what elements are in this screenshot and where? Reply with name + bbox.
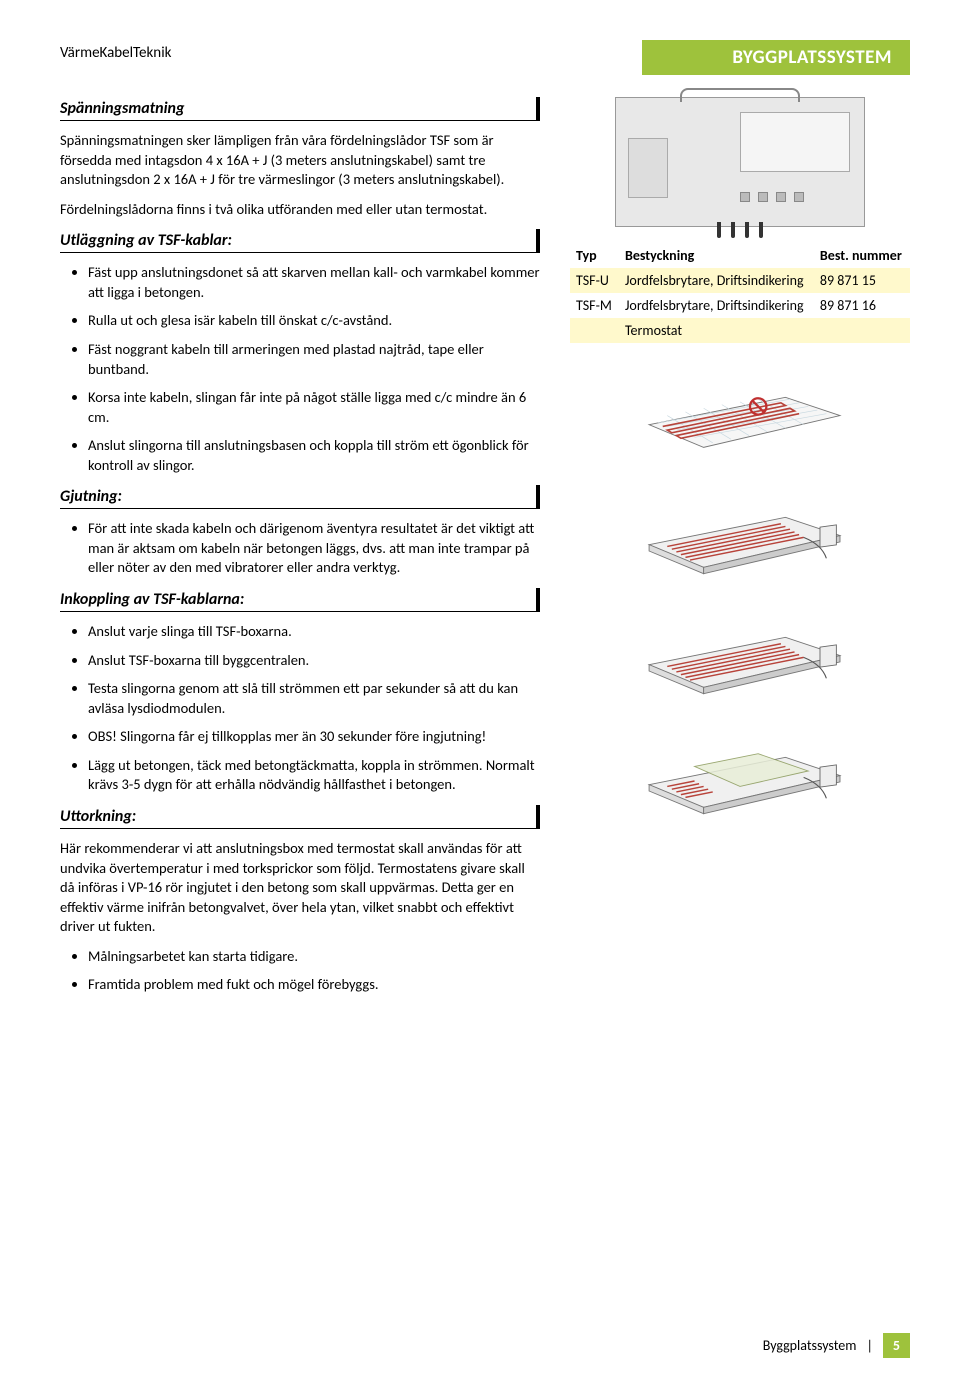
list-item: Fäst upp anslutningsdonet så att skarven… [88, 263, 540, 302]
list-item: Korsa inte kabeln, slingan får inte på n… [88, 388, 540, 427]
list-item: Framtida problem med fukt och mögel före… [88, 975, 540, 995]
front-panel-icon [740, 112, 850, 172]
laying-list: Fäst upp anslutningsdonet så att skarven… [60, 263, 540, 475]
cables-icon [717, 222, 763, 238]
side-panel-icon [628, 138, 668, 198]
power-para-2: Fördelningslådorna finns i två olika utf… [60, 200, 540, 220]
handle-icon [680, 88, 800, 102]
slab-illustration-4 [620, 721, 860, 821]
section-casting-title: Gjutning: [60, 485, 540, 509]
footer-label: Byggplatssystem [763, 1337, 857, 1354]
cell-num [814, 318, 910, 343]
cell-typ: TSF-M [570, 293, 619, 318]
cell-typ [570, 318, 619, 343]
list-item: Rulla ut och glesa isär kabeln till önsk… [88, 311, 540, 331]
table-row: Termostat [570, 318, 910, 343]
cable-icon [745, 222, 749, 238]
cell-typ: TSF-U [570, 268, 619, 293]
table-header-row: Typ Bestyckning Best. nummer [570, 243, 910, 268]
table-row: TSF-M Jordfelsbrytare, Driftsindikering … [570, 293, 910, 318]
product-table: Typ Bestyckning Best. nummer TSF-U Jordf… [570, 243, 910, 343]
table-row: TSF-U Jordfelsbrytare, Driftsindikering … [570, 268, 910, 293]
th-num: Best. nummer [814, 243, 910, 268]
section-drying-title: Uttorkning: [60, 805, 540, 829]
distribution-box-illustration [615, 97, 865, 227]
list-item: OBS! Slingorna får ej tillkopplas mer än… [88, 727, 540, 747]
list-item: Anslut TSF-boxarna till byggcentralen. [88, 651, 540, 671]
footer-divider: | [866, 1337, 872, 1354]
cable-icon [731, 222, 735, 238]
socket-icon [776, 192, 786, 202]
th-besk: Bestyckning [619, 243, 814, 268]
page-number: 5 [883, 1333, 910, 1358]
list-item: Lägg ut betongen, täck med betongtäckmat… [88, 756, 540, 795]
socket-icon [794, 192, 804, 202]
section-connection-title: Inkoppling av TSF-kablarna: [60, 588, 540, 612]
cell-besk: Jordfelsbrytare, Driftsindikering [619, 268, 814, 293]
casting-list: För att inte skada kabeln och därigenom … [60, 519, 540, 578]
section-power-title: Spänningsmatning [60, 97, 540, 121]
brand-text: VärmeKabelTeknik [60, 40, 642, 62]
sockets-row [740, 186, 850, 208]
cell-num: 89 871 16 [814, 293, 910, 318]
right-column: Typ Bestyckning Best. nummer TSF-U Jordf… [570, 97, 910, 1005]
list-item: Testa slingorna genom att slå till ström… [88, 679, 540, 718]
slab-illustration-3 [620, 601, 860, 701]
list-item: Fäst noggrant kabeln till armeringen med… [88, 340, 540, 379]
list-item: För att inte skada kabeln och därigenom … [88, 519, 540, 578]
slab-illustration-grid [620, 361, 860, 461]
section-badge: BYGGPLATSSYSTEM [642, 40, 910, 75]
cell-num: 89 871 15 [814, 268, 910, 293]
cell-besk: Termostat [619, 318, 814, 343]
section-laying-title: Utläggning av TSF-kablar: [60, 229, 540, 253]
connection-list: Anslut varje slinga till TSF-boxarna. An… [60, 622, 540, 795]
cell-besk: Jordfelsbrytare, Driftsindikering [619, 293, 814, 318]
socket-icon [740, 192, 750, 202]
main-columns: Spänningsmatning Spänningsmatningen sker… [60, 97, 910, 1005]
drying-para: Här rekommenderar vi att anslutningsbox … [60, 839, 540, 937]
page-header: VärmeKabelTeknik BYGGPLATSSYSTEM [60, 40, 910, 75]
list-item: Anslut varje slinga till TSF-boxarna. [88, 622, 540, 642]
list-item: Målningsarbetet kan starta tidigare. [88, 947, 540, 967]
socket-icon [758, 192, 768, 202]
page-footer: Byggplatssystem | 5 [763, 1333, 910, 1358]
list-item: Anslut slingorna till anslutningsbasen o… [88, 436, 540, 475]
power-para-1: Spänningsmatningen sker lämpligen från v… [60, 131, 540, 190]
cable-icon [717, 222, 721, 238]
left-column: Spänningsmatning Spänningsmatningen sker… [60, 97, 540, 1005]
th-typ: Typ [570, 243, 619, 268]
cable-icon [759, 222, 763, 238]
drying-list: Målningsarbetet kan starta tidigare. Fra… [60, 947, 540, 995]
slab-illustration-2 [620, 481, 860, 581]
